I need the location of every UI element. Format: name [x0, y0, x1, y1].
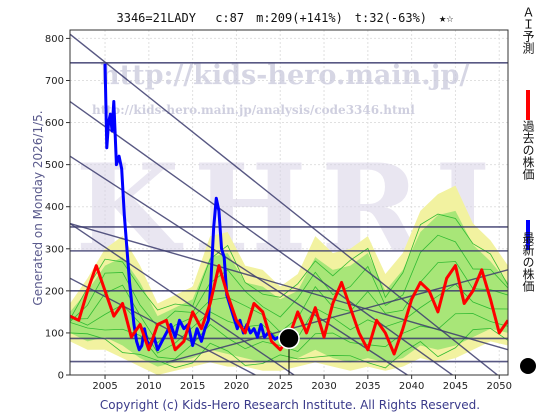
legend-swatch-dot [520, 358, 536, 374]
y-tick-label: 500 [45, 160, 64, 171]
x-tick-label: 2030 [311, 381, 336, 392]
trend-line [70, 155, 409, 375]
legend-label: 過去の株価 [521, 120, 535, 180]
y-axis: 0 100 200 300 400 500 600 700 800 [45, 34, 70, 382]
y-tick-label: 800 [45, 34, 64, 45]
x-tick-label: 2015 [180, 381, 205, 392]
x-tick-label: 2040 [399, 381, 424, 392]
band-line [70, 234, 508, 328]
watermark-url: http://kids-hero.main.jp/ [100, 60, 469, 91]
y-tick-label: 700 [45, 76, 64, 87]
chart-title: 3346=21LADY c:87 m:209(+141%) t:32(-63%)… [117, 11, 454, 25]
legend-label: 最新の株価 [521, 232, 535, 292]
x-tick-label: 2005 [92, 381, 117, 392]
plot-frame [69, 29, 509, 376]
x-tick-label: 2050 [487, 381, 512, 392]
band-line [70, 261, 508, 344]
y-tick-label: 400 [45, 202, 64, 213]
trend-line [70, 33, 499, 375]
legend-item: ＡＩ予測 [521, 6, 535, 120]
watermark-analysis-url: http://kids-hero.main.jp/analysis/code33… [92, 103, 415, 117]
legend-item: 過去の株価 [521, 120, 535, 250]
latest-price-dot [278, 327, 300, 350]
x-tick-label: 2020 [224, 381, 249, 392]
y-tick-label: 100 [45, 328, 64, 339]
generated-date-note: Generated on Monday 2026/1/5. [31, 110, 45, 305]
x-tick-label: 2010 [136, 381, 161, 392]
plot-area: KHRIhttp://kids-hero.main.jp/http://kids… [69, 29, 509, 376]
x-tick-label: 2035 [355, 381, 380, 392]
x-tick-label: 2025 [268, 381, 293, 392]
band-inner [70, 210, 508, 367]
x-axis: 2005 2010 2015 2020 2025 2030 2035 2040 2045 2050 [92, 375, 512, 392]
x-tick-label: 2045 [443, 381, 468, 392]
plot-content: KHRIhttp://kids-hero.main.jp/http://kids… [70, 30, 508, 375]
legend-item: 最新の株価 [520, 232, 536, 374]
legend-label: ＡＩ予測 [521, 6, 535, 55]
trend-line [70, 100, 454, 375]
y-tick-label: 200 [45, 286, 64, 297]
trend-line [70, 222, 508, 351]
trend-line [166, 269, 508, 364]
y-tick-label: 0 [58, 371, 64, 382]
trend-line [70, 222, 296, 375]
copyright-footer: Copyright (c) Kids-Hero Research Institu… [100, 398, 480, 412]
y-tick-label: 300 [45, 244, 64, 255]
y-tick-label: 600 [45, 118, 64, 129]
